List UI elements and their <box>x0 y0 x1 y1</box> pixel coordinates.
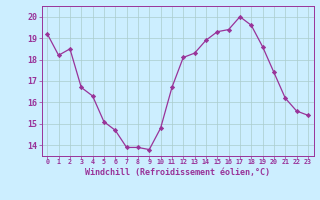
X-axis label: Windchill (Refroidissement éolien,°C): Windchill (Refroidissement éolien,°C) <box>85 168 270 177</box>
